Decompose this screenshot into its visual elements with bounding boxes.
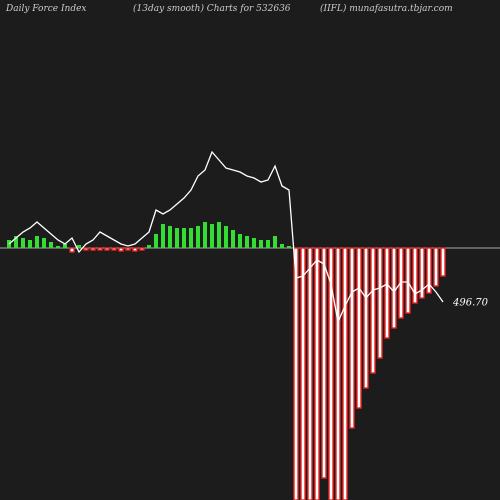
bar — [118, 247, 124, 252]
bar — [21, 238, 25, 248]
bar — [139, 247, 145, 251]
bar — [412, 247, 418, 304]
bar — [419, 247, 425, 299]
bar — [175, 228, 179, 248]
bar — [328, 247, 334, 500]
bar — [189, 228, 193, 248]
bar — [42, 238, 46, 248]
bar — [196, 226, 200, 248]
bar — [238, 234, 242, 248]
bar — [314, 247, 320, 500]
bar — [252, 238, 256, 248]
bar — [224, 226, 228, 248]
chart-source: (IIFL) munafasutra.tbjar.com — [320, 3, 453, 14]
bar — [90, 247, 96, 251]
bar — [97, 247, 103, 251]
bar — [433, 247, 439, 287]
line — [8, 150, 444, 325]
bar — [147, 245, 151, 248]
bar — [14, 236, 18, 248]
bar — [182, 228, 186, 248]
bar — [104, 247, 110, 251]
bar — [35, 236, 39, 248]
chart-subtitle: (13day smooth) Charts for 532636 — [133, 3, 291, 14]
bar — [125, 247, 131, 251]
bar — [377, 247, 383, 359]
bar — [280, 244, 284, 248]
bar — [300, 247, 306, 500]
bar — [384, 247, 390, 339]
bar — [259, 240, 263, 248]
chart-title: Daily Force Index — [5, 4, 87, 14]
bar — [356, 247, 362, 409]
bar — [154, 234, 158, 248]
bar — [83, 247, 89, 251]
bar — [245, 236, 249, 248]
bar — [426, 247, 432, 294]
bar — [69, 247, 75, 253]
bar — [321, 247, 327, 479]
bar — [56, 246, 60, 248]
bar — [77, 245, 81, 248]
bar — [273, 236, 277, 248]
bar — [391, 247, 397, 329]
bar — [28, 240, 32, 248]
bar — [405, 247, 411, 314]
value-label: 496.70 — [452, 298, 489, 309]
bar — [132, 247, 138, 252]
bar — [266, 240, 270, 248]
bar — [307, 247, 313, 500]
bar — [203, 222, 207, 248]
bar — [440, 247, 446, 277]
bar — [231, 230, 235, 248]
bar — [168, 226, 172, 248]
bar — [342, 247, 348, 500]
bar — [335, 247, 341, 500]
bar — [363, 247, 369, 389]
bar — [349, 247, 355, 429]
bar — [287, 246, 291, 248]
bar — [49, 242, 53, 248]
bar — [217, 222, 221, 248]
bar — [63, 244, 67, 248]
bar — [293, 247, 299, 500]
bar — [370, 247, 376, 374]
bar — [210, 224, 214, 248]
bar — [161, 224, 165, 248]
bar — [111, 247, 117, 251]
